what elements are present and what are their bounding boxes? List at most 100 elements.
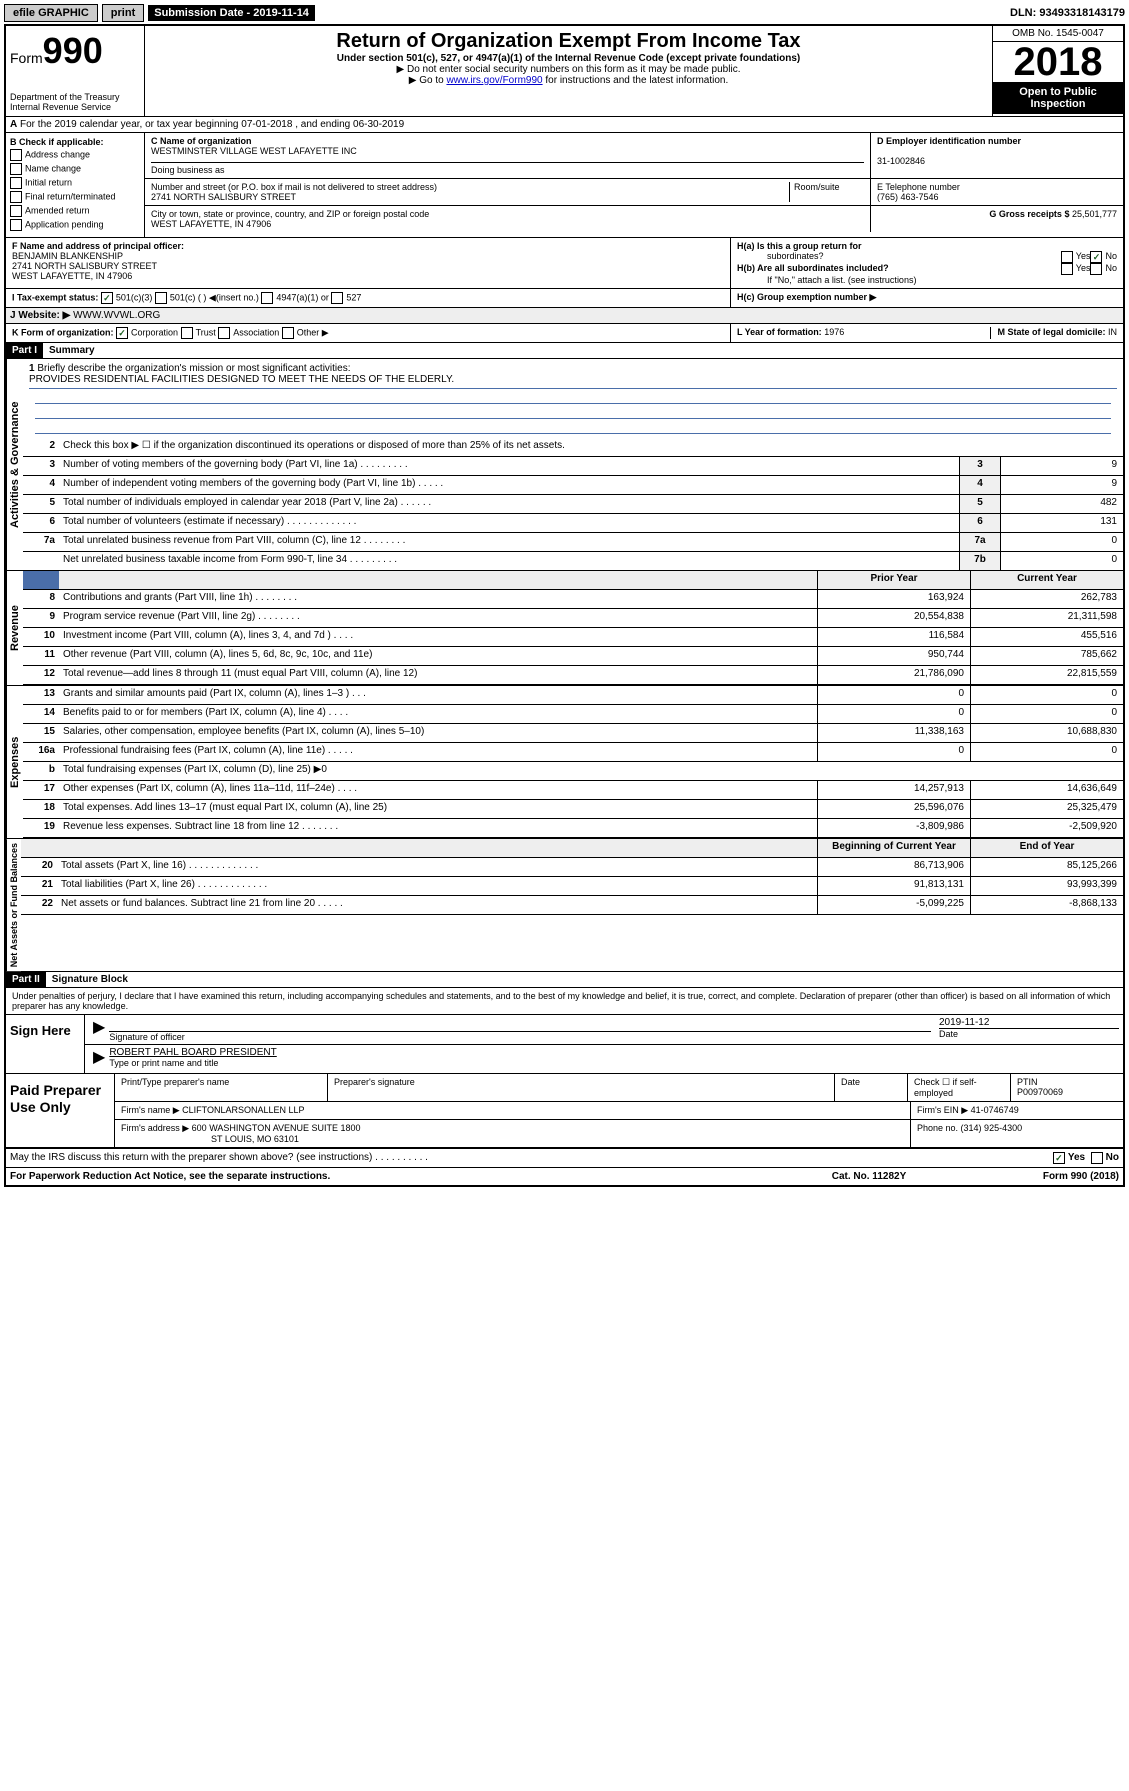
firm-addr1: 600 WASHINGTON AVENUE SUITE 1800 — [192, 1123, 361, 1133]
4947-checkbox[interactable] — [261, 292, 273, 304]
mission-text: PROVIDES RESIDENTIAL FACILITIES DESIGNED… — [29, 374, 1117, 389]
ptin-value: P00970069 — [1017, 1087, 1063, 1097]
city-value: WEST LAFAYETTE, IN 47906 — [151, 219, 271, 229]
form-header: Form990 Department of the Treasury Inter… — [6, 26, 1123, 117]
officer-print-name: ROBERT PAHL BOARD PRESIDENT — [109, 1047, 1119, 1058]
firm-phone: (314) 925-4300 — [961, 1123, 1023, 1133]
dln-number: DLN: 93493318143179 — [1010, 7, 1125, 19]
phone-value: (765) 463-7546 — [877, 192, 939, 202]
table-row: 21Total liabilities (Part X, line 26) . … — [21, 877, 1123, 896]
box-b: B Check if applicable: Address change Na… — [6, 133, 145, 237]
irs-link[interactable]: www.irs.gov/Form990 — [446, 75, 542, 86]
table-row: 16aProfessional fundraising fees (Part I… — [23, 743, 1123, 762]
begin-year-header: Beginning of Current Year — [817, 839, 970, 857]
form-990-frame: Form 99 0 Department of the Treasury Inter… — [4, 24, 1125, 1187]
firm-addr2: ST LOUIS, MO 63101 — [121, 1134, 299, 1144]
revenue-section: Revenue Prior Year Current Year 8Contrib… — [6, 571, 1123, 686]
discuss-yes-checkbox[interactable] — [1053, 1152, 1065, 1164]
expenses-section: Expenses 13Grants and similar amounts pa… — [6, 686, 1123, 839]
bottom-line: For Paperwork Reduction Act Notice, see … — [6, 1168, 1123, 1185]
perjury-statement: Under penalties of perjury, I declare th… — [6, 988, 1123, 1015]
sig-date: 2019-11-12 — [939, 1017, 1119, 1028]
table-row: 13Grants and similar amounts paid (Part … — [23, 686, 1123, 705]
entity-info-block: B Check if applicable: Address change Na… — [6, 133, 1123, 238]
website-value: WWW.WVWL.ORG — [73, 310, 160, 321]
box-e-label: E Telephone number — [877, 182, 960, 192]
527-checkbox[interactable] — [331, 292, 343, 304]
line7a-val: 0 — [1000, 533, 1123, 551]
city-label: City or town, state or province, country… — [151, 209, 429, 219]
corp-checkbox[interactable] — [116, 327, 128, 339]
table-row: 8Contributions and grants (Part VIII, li… — [23, 590, 1123, 609]
line4-val: 9 — [1000, 476, 1123, 494]
form-label: Form — [10, 50, 43, 66]
paid-preparer-block: Paid Preparer Use Only Print/Type prepar… — [6, 1074, 1123, 1149]
efile-button[interactable]: efile GRAPHIC — [4, 4, 98, 22]
governance-section: Activities & Governance 1 Briefly descri… — [6, 359, 1123, 571]
table-row: 15Salaries, other compensation, employee… — [23, 724, 1123, 743]
dba-label: Doing business as — [151, 165, 225, 175]
firm-ein: 41-0746749 — [971, 1105, 1019, 1115]
table-row: 11Other revenue (Part VIII, column (A), … — [23, 647, 1123, 666]
form-org-row: K Form of organization: Corporation Trus… — [6, 324, 1123, 343]
table-row: 14Benefits paid to or for members (Part … — [23, 705, 1123, 724]
gross-receipts: 25,501,777 — [1072, 209, 1117, 219]
table-row: 20Total assets (Part X, line 16) . . . .… — [21, 858, 1123, 877]
officer-addr1: 2741 NORTH SALISBURY STREET — [12, 261, 157, 271]
revenue-label: Revenue — [6, 571, 23, 685]
ssn-note: ▶ Do not enter social security numbers o… — [149, 64, 988, 75]
assoc-checkbox[interactable] — [218, 327, 230, 339]
print-button[interactable]: print — [102, 4, 144, 22]
line5-val: 482 — [1000, 495, 1123, 513]
prior-year-header: Prior Year — [817, 571, 970, 589]
officer-hbox-row: F Name and address of principal officer:… — [6, 238, 1123, 289]
box-g-label: G Gross receipts $ — [989, 209, 1072, 219]
part2-header: Part II Signature Block — [6, 972, 1123, 988]
website-row: J Website: ▶ WWW.WVWL.ORG — [6, 308, 1123, 324]
box-d-label: D Employer identification number — [877, 136, 1021, 146]
box-f-label: F Name and address of principal officer: — [12, 241, 184, 251]
end-year-header: End of Year — [970, 839, 1123, 857]
line6-val: 131 — [1000, 514, 1123, 532]
sign-here-block: Sign Here ▶ Signature of officer 2019-11… — [6, 1015, 1123, 1074]
discuss-no-checkbox[interactable] — [1091, 1152, 1103, 1164]
netassets-label: Net Assets or Fund Balances — [6, 839, 21, 971]
open-public-badge: Open to Public Inspection — [993, 82, 1123, 114]
officer-addr2: WEST LAFAYETTE, IN 47906 — [12, 271, 132, 281]
table-row: 19Revenue less expenses. Subtract line 1… — [23, 819, 1123, 838]
table-row: 18Total expenses. Add lines 13–17 (must … — [23, 800, 1123, 819]
firm-name: CLIFTONLARSONALLEN LLP — [182, 1105, 304, 1115]
netassets-section: Net Assets or Fund Balances Beginning of… — [6, 839, 1123, 972]
501c3-checkbox[interactable] — [101, 292, 113, 304]
table-row: 10Investment income (Part VIII, column (… — [23, 628, 1123, 647]
form-footer: Form 990 (2018) — [969, 1171, 1119, 1182]
expenses-label: Expenses — [6, 686, 23, 838]
top-bar: efile GRAPHIC print Submission Date - 20… — [4, 4, 1125, 22]
irs-label: Internal Revenue Service — [10, 102, 140, 112]
state-domicile: IN — [1108, 327, 1117, 337]
goto-note: ▶ Go to www.irs.gov/Form990 for instruct… — [149, 75, 988, 86]
governance-label: Activities & Governance — [6, 359, 23, 570]
501c-checkbox[interactable] — [155, 292, 167, 304]
line7b-val: 0 — [1000, 552, 1123, 570]
box-c-name-label: C Name of organization — [151, 136, 252, 146]
org-name: WESTMINSTER VILLAGE WEST LAFAYETTE INC — [151, 146, 357, 156]
street-address: 2741 NORTH SALISBURY STREET — [151, 192, 296, 202]
submission-date: Submission Date - 2019-11-14 — [148, 5, 315, 21]
room-label: Room/suite — [794, 182, 840, 192]
trust-checkbox[interactable] — [181, 327, 193, 339]
dept-treasury: Department of the Treasury — [10, 92, 140, 102]
table-row: 9Program service revenue (Part VIII, lin… — [23, 609, 1123, 628]
table-row: 12Total revenue—add lines 8 through 11 (… — [23, 666, 1123, 685]
box-hc-label: H(c) Group exemption number ▶ — [737, 292, 876, 302]
addr-label: Number and street (or P.O. box if mail i… — [151, 182, 437, 192]
cat-number: Cat. No. 11282Y — [769, 1171, 969, 1182]
other-checkbox[interactable] — [282, 327, 294, 339]
table-row: 17Other expenses (Part IX, column (A), l… — [23, 781, 1123, 800]
discuss-row: May the IRS discuss this return with the… — [6, 1149, 1123, 1168]
line3-val: 9 — [1000, 457, 1123, 475]
tax-status-row: I Tax-exempt status: 501(c)(3) 501(c) ( … — [6, 289, 1123, 308]
officer-name: BENJAMIN BLANKENSHIP — [12, 251, 123, 261]
form-subtitle: Under section 501(c), 527, or 4947(a)(1)… — [149, 53, 988, 64]
table-row: bTotal fundraising expenses (Part IX, co… — [23, 762, 1123, 781]
